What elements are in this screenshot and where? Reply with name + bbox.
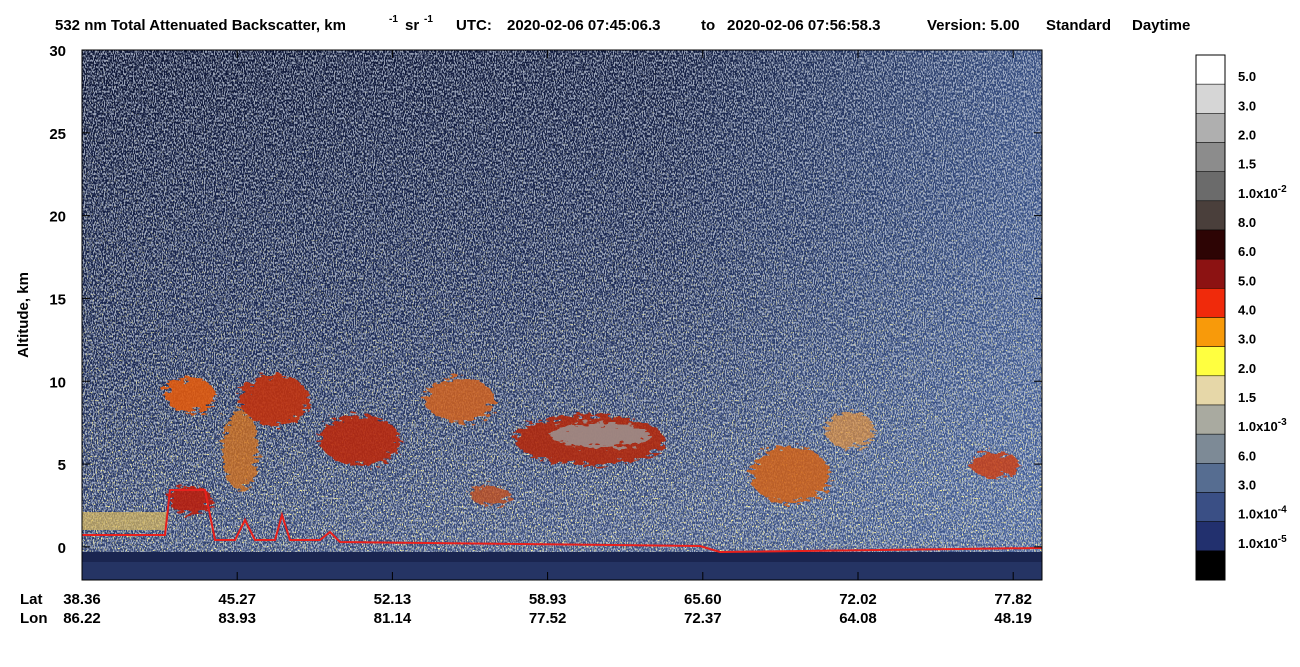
surface-line [82,489,1042,554]
colorbar-swatch [1195,229,1226,260]
cloud-features [165,375,1020,514]
colorbar-label-text: 1.0x10 [1238,507,1278,522]
lon-tick-label: 64.08 [839,610,877,627]
lon-tick-label: 86.22 [63,610,101,627]
colorbar-swatch [1195,288,1226,318]
colorbar-label: 1.0x10-4 [1238,505,1287,522]
colorbar-swatch [1195,317,1226,347]
y-tick-label: 15 [49,291,66,308]
lat-tick-label: 65.60 [684,591,722,608]
colorbar-swatch [1195,83,1226,114]
colorbar-label-exponent: -5 [1278,534,1287,545]
colorbar-label-text: 1.0x10 [1238,419,1278,434]
colorbar-swatch [1195,492,1226,522]
colorbar-label: 3.0 [1238,98,1256,113]
y-tick-label: 5 [58,457,66,474]
version: Version: 5.00 [927,17,1020,34]
to-label: to [701,17,715,34]
plot-frame [81,49,1043,581]
colorbar-label: 1.0x10-2 [1238,184,1287,201]
lon-tick-label: 48.19 [994,610,1032,627]
colorbar-label: 5.0 [1238,69,1256,84]
y-tick-label: 20 [49,209,66,226]
backscatter-image [82,50,1042,580]
lon-tick-label: 72.37 [684,610,722,627]
lat-tick-label: 58.93 [529,591,567,608]
colorbar-swatch [1195,142,1226,172]
colorbar-swatch [1195,404,1226,435]
mode: Standard [1046,17,1111,34]
colorbar-label: 2.0 [1238,128,1256,143]
colorbar-label: 1.0x10-5 [1238,534,1287,551]
title-exponent: -1 [424,14,433,25]
colorbar-swatch [1195,346,1226,377]
colorbar-swatch [1195,258,1226,289]
lon-tick-label: 81.14 [374,610,412,627]
start-time: 2020-02-06 07:45:06.3 [507,17,660,34]
lat-tick-label: 45.27 [218,591,256,608]
colorbar-label: 6.0 [1238,244,1256,259]
colorbar-label: 2.0 [1238,361,1256,376]
lat-tick-label: 72.02 [839,591,877,608]
title-unit: sr [405,17,419,34]
lat-tick-label: 77.82 [994,591,1032,608]
y-tick-label: 30 [49,43,66,60]
colorbar-label: 1.0x10-3 [1238,417,1287,434]
utc-label: UTC: [456,17,492,34]
colorbar-label-exponent: -3 [1278,417,1287,428]
colorbar-swatch [1195,54,1226,85]
colorbar-swatch [1195,521,1226,552]
colorbar-swatch [1195,433,1226,464]
end-time: 2020-02-06 07:56:58.3 [727,17,880,34]
title: 532 nm Total Attenuated Backscatter, km [55,17,346,34]
colorbar-swatch [1195,463,1226,493]
lat-tick-label: 52.13 [374,591,412,608]
lon-tick-label: 77.52 [529,610,567,627]
colorbar-label-text: 1.0x10 [1238,536,1278,551]
y-tick-label: 25 [49,126,66,143]
colorbar-label: 1.5 [1238,390,1256,405]
colorbar-label: 3.0 [1238,332,1256,347]
colorbar-label: 4.0 [1238,303,1256,318]
y-tick-label: 0 [58,540,66,557]
colorbar-label: 8.0 [1238,215,1256,230]
y-tick-label: 10 [49,374,66,391]
colorbar-swatch [1195,550,1226,581]
lon-label: Lon [20,610,48,627]
colorbar-label-exponent: -2 [1278,184,1287,195]
colorbar-label: 1.5 [1238,157,1256,172]
lat-tick-label: 38.36 [63,591,101,608]
colorbar-label-exponent: -4 [1278,505,1287,516]
y-axis-label: Altitude, km [15,272,32,358]
title-exponent: -1 [389,14,398,25]
colorbar-label: 5.0 [1238,273,1256,288]
lat-label: Lat [20,591,43,608]
colorbar-label: 6.0 [1238,448,1256,463]
lon-tick-label: 83.93 [218,610,256,627]
colorbar-swatch [1195,113,1226,143]
colorbar-frame [1195,54,1226,581]
colorbar-swatch [1195,375,1226,406]
colorbar-swatch [1195,200,1226,231]
lighting: Daytime [1132,17,1190,34]
colorbar-label: 3.0 [1238,478,1256,493]
colorbar-label-text: 1.0x10 [1238,186,1278,201]
colorbar-swatch [1195,171,1226,202]
